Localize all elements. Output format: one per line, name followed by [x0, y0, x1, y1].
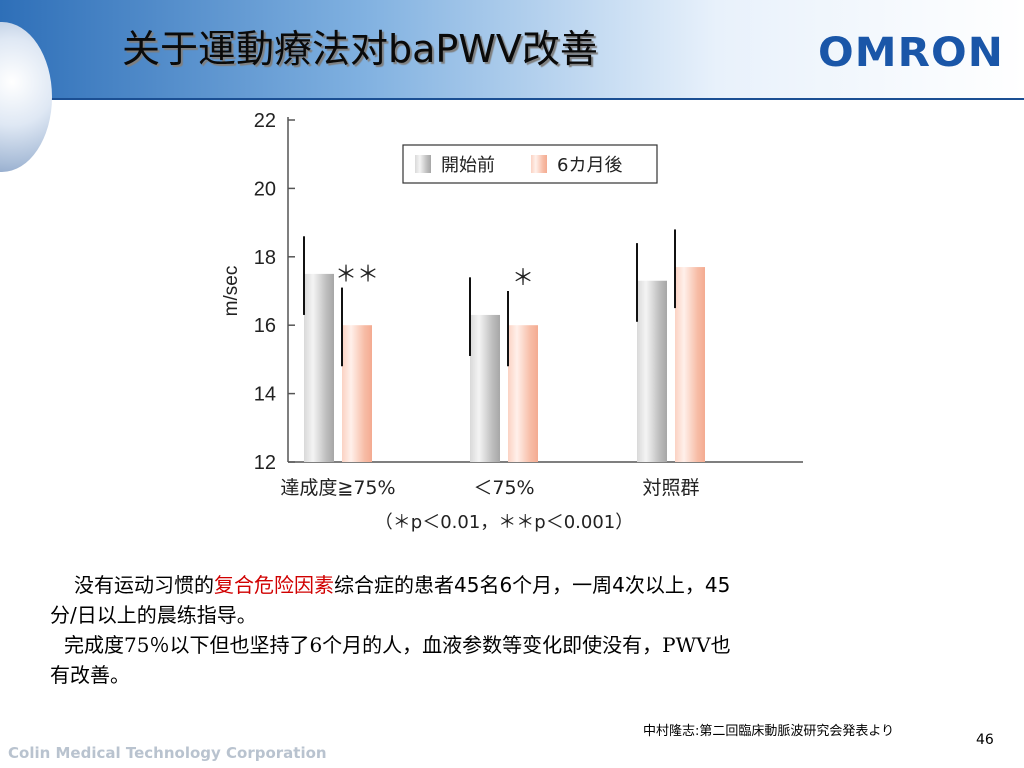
chart-svg: 12 14 16 18 20 22 m/sec ＊＊ 達成度≧75% ＊ ＜75% 対照群 （＊p＜0.…: [221, 110, 803, 533]
company-footer: Colin Medical Technology Corporation: [8, 744, 327, 762]
significance-marker-1: ＊: [512, 266, 534, 291]
paragraph-1-line-2: 分/日以上的晨练指导。: [50, 603, 257, 627]
y-axis-label: m/sec: [221, 266, 242, 317]
title-bar: [0, 0, 1024, 98]
paragraph-1-line-1: 没有运动习惯的复合危险因素综合症的患者45名6个月，一周4次以上，45: [50, 570, 995, 600]
bar-before-1: [470, 314, 500, 462]
body-text: 没有运动习惯的复合危险因素综合症的患者45名6个月，一周4次以上，45 分/日以…: [50, 570, 995, 690]
significance-note: （＊p＜0.01，＊＊p＜0.001）: [375, 512, 633, 533]
y-tick-label: 18: [254, 247, 276, 269]
paragraph-1-text-a: 没有运动习惯的: [74, 573, 214, 597]
category-label-2: 対照群: [642, 477, 699, 499]
bar-after-0: [342, 325, 372, 462]
risk-factor-highlight: 复合危险因素: [214, 573, 334, 597]
paragraph-2-line-2: 有改善。: [50, 663, 130, 687]
paragraph-1-text-b: 综合症的患者45名6个月，一周4次以上，45: [334, 573, 731, 597]
legend-swatch-before: [415, 155, 431, 173]
y-tick-label: 22: [254, 110, 276, 132]
source-citation: 中村隆志:第二回臨床動脈波研究会発表より: [643, 724, 895, 739]
legend-label-before: 開始前: [441, 155, 495, 176]
page-number: 46: [976, 732, 994, 748]
category-label-0: 達成度≧75%: [280, 477, 395, 499]
bar-before-0: [304, 273, 334, 462]
legend-box: [402, 144, 658, 184]
paragraph-2-line-1: 完成度75％以下但也坚持了6个月的人，血液参数等变化即使没有，PWV也: [64, 633, 731, 657]
bar-after-1: [508, 325, 538, 462]
significance-marker-0: ＊＊: [335, 263, 379, 288]
legend-label-after: 6カ月後: [557, 155, 622, 176]
y-tick-label: 14: [254, 384, 276, 406]
omron-logo: OMRON: [818, 30, 1004, 76]
bar-after-2: [675, 267, 705, 462]
y-tick-label: 20: [254, 178, 276, 200]
slide-title: 关于運動療法对baPWV改善: [122, 27, 598, 71]
y-tick-label: 16: [254, 315, 276, 337]
bar-before-2: [637, 280, 667, 462]
category-label-1: ＜75%: [473, 477, 534, 499]
bar-chart: 12 14 16 18 20 22 m/sec ＊＊ 達成度≧75% ＊ ＜75% 対照群 （＊p＜0.…: [213, 100, 815, 545]
legend-swatch-after: [531, 155, 547, 173]
y-tick-label: 12: [254, 452, 276, 474]
title-bar-border: [0, 98, 1024, 100]
